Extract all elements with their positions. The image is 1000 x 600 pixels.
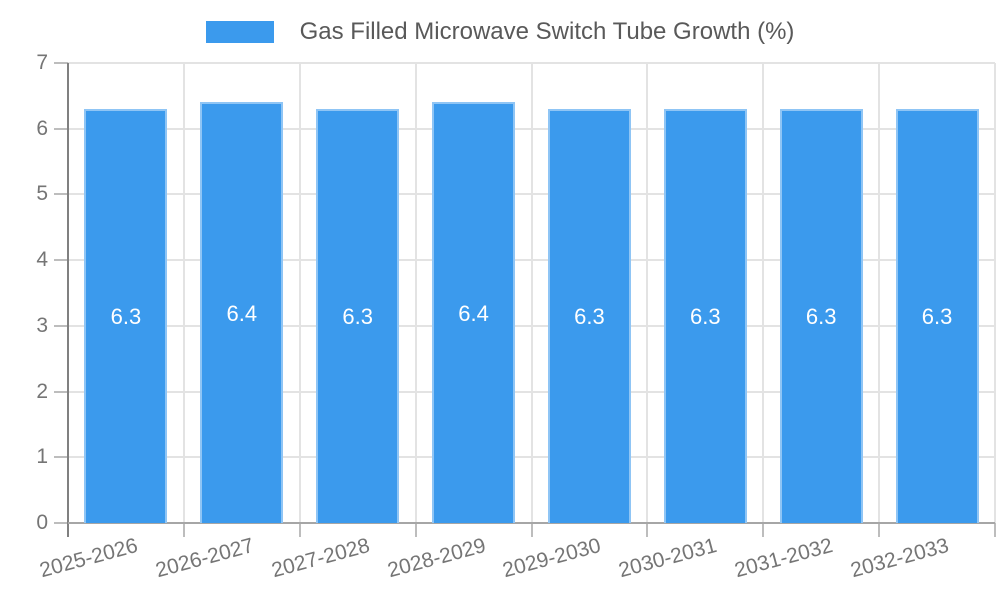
y-tick-label: 4	[36, 248, 48, 272]
bar-value-label: 6.3	[921, 304, 953, 329]
x-gridline	[298, 63, 301, 523]
bar-value-label: 6.3	[110, 304, 142, 329]
y-tick	[54, 193, 68, 196]
x-tick	[298, 523, 301, 537]
y-tick-label: 0	[36, 511, 48, 534]
bar-value-label: 6.3	[690, 304, 721, 329]
y-tick-label: 3	[36, 313, 48, 337]
bar-value-label: 6.4	[458, 300, 489, 326]
bar: 6.3	[895, 109, 979, 523]
y-tick	[54, 259, 68, 262]
bar-value-label: 6.3	[342, 304, 373, 329]
x-tick	[414, 523, 417, 537]
bar-value-label: 6.3	[805, 304, 837, 329]
y-tick	[54, 324, 68, 327]
legend-swatch	[205, 21, 274, 43]
y-tick-label: 2	[36, 379, 48, 403]
bar: 6.3	[663, 109, 747, 523]
bar: 6.3	[84, 109, 168, 523]
bar-value-label: 6.4	[226, 300, 258, 326]
y-tick	[54, 62, 68, 64]
x-tick	[646, 523, 649, 537]
bar: 6.3	[779, 109, 863, 523]
x-axis-line	[68, 522, 995, 524]
bar: 6.4	[200, 102, 284, 523]
y-tick	[54, 522, 68, 524]
bar: 6.4	[432, 102, 516, 523]
x-tick	[994, 523, 996, 537]
x-tick	[878, 523, 881, 537]
y-tick	[54, 456, 68, 459]
bar: 6.3	[547, 109, 631, 523]
x-gridline	[878, 63, 881, 523]
legend-label: Gas Filled Microwave Switch Tube Growth …	[299, 18, 795, 45]
x-gridline	[182, 63, 185, 523]
x-gridline	[994, 63, 996, 523]
legend: Gas Filled Microwave Switch Tube Growth …	[0, 18, 1000, 46]
bar: 6.3	[316, 109, 400, 523]
x-gridline	[530, 63, 533, 523]
y-tick-label: 5	[36, 182, 48, 206]
x-gridline	[762, 63, 765, 523]
x-gridline	[414, 63, 417, 523]
x-tick	[182, 523, 185, 537]
y-axis-line	[67, 63, 69, 537]
y-tick	[54, 390, 68, 393]
x-tick	[762, 523, 765, 537]
y-tick	[54, 127, 68, 130]
legend-item[interactable]: Gas Filled Microwave Switch Tube Growth …	[205, 18, 795, 46]
x-gridline	[646, 63, 649, 523]
bar-value-label: 6.3	[574, 304, 605, 329]
y-tick-label: 7	[36, 51, 48, 74]
x-tick	[530, 523, 533, 537]
y-tick-label: 6	[36, 116, 48, 140]
y-tick-label: 1	[36, 445, 48, 469]
